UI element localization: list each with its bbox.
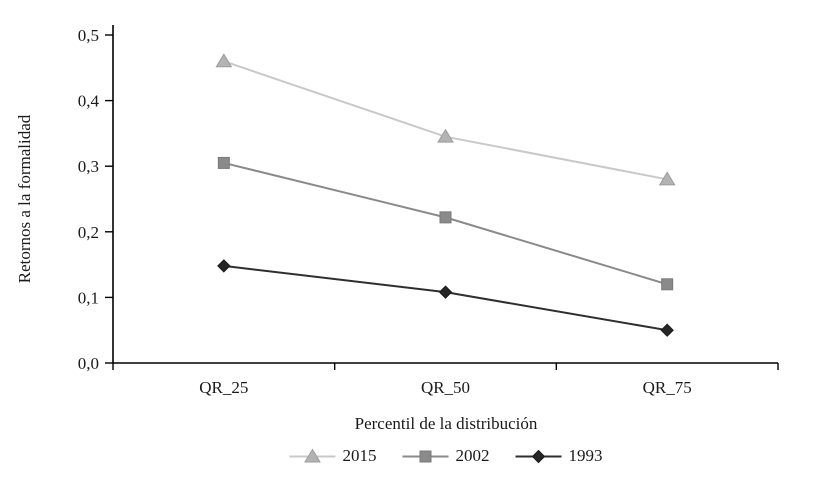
series-line-2002	[223, 161, 668, 286]
legend-label-1993: 1993	[568, 446, 603, 465]
y-tick-label: 0,3	[78, 157, 99, 176]
legend-item-2015: 2015	[289, 446, 377, 466]
series-line-2015	[223, 60, 668, 181]
legend-label-2002: 2002	[455, 446, 490, 465]
series-marker-2015	[437, 128, 454, 143]
x-tick-label: QR_50	[421, 378, 470, 397]
series-marker-2015	[215, 53, 233, 68]
y-tick-label: 0,5	[78, 26, 99, 45]
legend-item-1993: 1993	[515, 446, 603, 466]
legend-item-2002: 2002	[402, 446, 490, 466]
y-tick-label: 0,1	[78, 288, 99, 307]
legend-swatch-1993	[515, 449, 562, 464]
series-marker-1993	[660, 323, 674, 337]
legend-swatch-2015	[289, 448, 336, 463]
legend-marker-2015	[304, 448, 321, 463]
legend: 2015 2002 1993	[289, 446, 603, 466]
legend-swatch-2002	[402, 450, 449, 463]
series-marker-1993	[217, 259, 231, 273]
x-tick-label: QR_25	[199, 378, 248, 397]
series-marker-2002	[661, 278, 674, 291]
series-marker-2015	[658, 171, 676, 186]
y-tick-label: 0,0	[78, 354, 99, 373]
series-marker-2002	[439, 211, 452, 224]
y-tick-label: 0,2	[78, 223, 99, 242]
series-marker-1993	[438, 285, 453, 299]
legend-label-2015: 2015	[342, 446, 377, 465]
x-tick-label: QR_75	[643, 378, 692, 397]
series-marker-2002	[217, 156, 230, 169]
legend-marker-2002	[419, 450, 432, 463]
y-tick-label: 0,4	[78, 92, 100, 111]
legend-marker-1993	[531, 449, 546, 464]
